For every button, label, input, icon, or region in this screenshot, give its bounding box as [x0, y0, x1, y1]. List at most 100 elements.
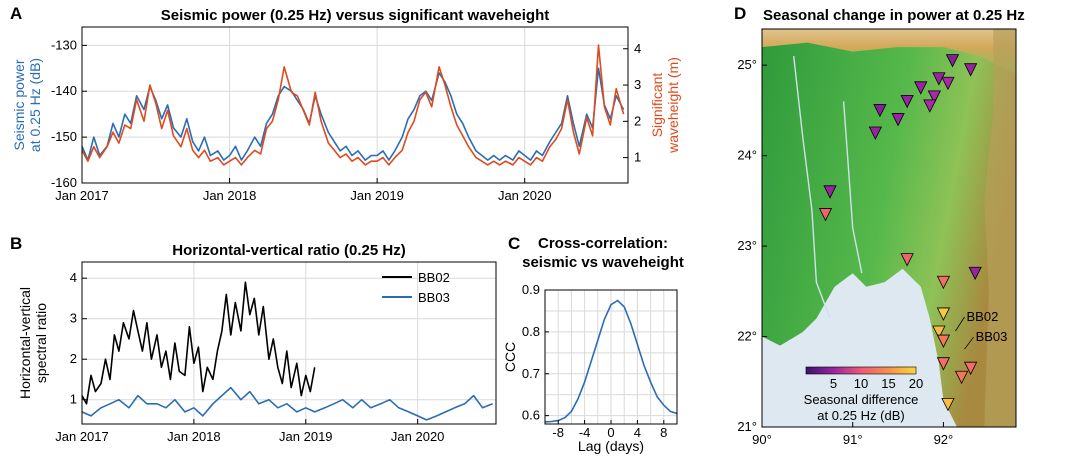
x-tick-label-0: -8: [552, 425, 564, 440]
station-marker-21: [954, 370, 969, 385]
station-marker-1: [963, 63, 978, 77]
station-label-leader-1: [964, 336, 974, 350]
x-tick-label-1: Jan 2018: [167, 429, 221, 444]
y-tick-label-3: 0.9: [522, 282, 540, 297]
y-tick-label-0: -160: [51, 175, 77, 190]
legend-label-bb03: BB03: [418, 290, 450, 305]
panel-b: Jan 2017 Jan 2018 Jan 2019 Jan 2020 1 2 3 4 Hori…: [17, 242, 497, 444]
x-tick-label-4: 8: [660, 425, 667, 440]
series-seismic-power: [81, 67, 625, 161]
y-axis-label-line-0: Seismic power: [11, 59, 27, 150]
station-marker-0: [945, 54, 960, 68]
y-tick-label-1: 2: [70, 351, 77, 366]
y-tick-label-0: 1: [70, 392, 77, 407]
x-tick-label-1: Jan 2018: [203, 188, 257, 203]
y-axis-label-line-1: spectral ratio: [33, 303, 49, 383]
panel-label-b: B: [10, 234, 22, 253]
y2-tick-label-0: 1: [634, 150, 641, 165]
y-tick-label-3: -130: [51, 37, 77, 52]
y-tick-label-2: -140: [51, 83, 77, 98]
y2-axis-label-line-1: waveheight (m): [665, 57, 681, 154]
x-tick-label-2: Jan 2019: [350, 188, 404, 203]
station-marker-16: [936, 307, 951, 321]
chart-title: Seismic power (0.25 Hz) versus significa…: [161, 7, 549, 24]
y-tick-label-3: 4: [70, 270, 77, 285]
colorbar-tick-2: 15: [881, 376, 895, 391]
series-ccc: [544, 299, 678, 423]
station-marker-19: [936, 357, 951, 371]
y-axis-label: CCC: [502, 342, 518, 372]
station-marker-18: [936, 334, 951, 348]
chart-title: Horizontal-vertical ratio (0.25 Hz): [172, 242, 405, 259]
y2-tick-label-2: 3: [634, 77, 641, 92]
x-tick-label-2: 0: [607, 425, 614, 440]
station-marker-2: [932, 72, 946, 86]
series-bb02: [81, 281, 316, 405]
x-tick-label-2: 92°: [934, 432, 954, 447]
eastern-hills: [984, 29, 1016, 427]
y2-axis-label: Significant waveheight (m): [649, 57, 681, 154]
station-marker-17: [932, 325, 946, 339]
station-marker-13: [900, 253, 914, 267]
y-tick-label-1: 22°: [737, 329, 757, 344]
chart-title-line-1: seismic vs waveheight: [522, 254, 684, 271]
panel-label-a: A: [10, 4, 22, 23]
chart-title: Seasonal change in power at 0.25 Hz: [763, 7, 1025, 24]
y-tick-label-1: -150: [51, 129, 77, 144]
x-tick-label-3: Jan 2020: [498, 188, 552, 203]
map-area: [762, 29, 1016, 427]
map-frame: [761, 28, 1017, 428]
northern-hills: [762, 29, 1016, 75]
colorbar: [805, 366, 917, 375]
series-significant-waveheight: [81, 44, 625, 166]
y-tick-label-3: 24°: [737, 148, 757, 163]
colorbar-tick-3: 20: [909, 376, 923, 391]
series-bb03: [81, 386, 493, 421]
y-tick-label-0: 21°: [737, 419, 757, 434]
x-tick-label-3: Jan 2020: [391, 429, 445, 444]
station-label-bb03: BB03: [976, 329, 1008, 344]
station-marker-8: [873, 104, 887, 118]
station-marker-11: [823, 185, 837, 199]
station-marker-7: [923, 99, 937, 113]
station-marker-14: [968, 266, 982, 281]
x-tick-label-2: Jan 2019: [279, 429, 333, 444]
panel-label-c: C: [508, 234, 520, 253]
y-axis-label: Seismic power at 0.25 Hz (dB): [11, 58, 43, 152]
panel-d: 90° 91° 92° 21° 22° 23° 24° 25° Seasonal change …: [737, 7, 1024, 447]
y2-tick-label-1: 2: [634, 113, 641, 128]
y-tick-label-0: 0.6: [522, 408, 540, 423]
plot-frame: [81, 261, 497, 425]
y-tick-label-2: 3: [70, 311, 77, 326]
station-marker-5: [927, 90, 942, 104]
x-tick-label-1: 91°: [843, 432, 863, 447]
y-tick-label-2: 23°: [737, 238, 757, 253]
plot-frame: [81, 26, 629, 184]
y-tick-label-1: 0.7: [522, 366, 540, 381]
station-marker-3: [941, 76, 955, 91]
colorbar-tick-1: 10: [854, 376, 868, 391]
station-marker-15: [936, 275, 951, 290]
x-axis-label: Lag (days): [578, 438, 644, 454]
colorbar-tick-0: 5: [830, 376, 837, 391]
land-mass: [762, 29, 1016, 427]
x-tick-label-0: Jan 2017: [55, 188, 109, 203]
station-marker-22: [941, 397, 955, 412]
y-axis-label: Horizontal-vertical spectral ratio: [17, 287, 49, 399]
chart-title-line-0: Cross-correlation:: [538, 235, 668, 252]
y-axis-label-line-1: at 0.25 Hz (dB): [27, 58, 43, 152]
y-axis-label-text: CCC: [502, 342, 518, 372]
station-marker-10: [868, 126, 883, 140]
river-1: [842, 101, 863, 274]
panel-label-d: D: [734, 4, 746, 23]
y-tick-label-4: 25°: [737, 57, 757, 72]
x-tick-label-1: -4: [579, 425, 591, 440]
x-tick-label-0: 90°: [752, 432, 772, 447]
station-label-leader-0: [955, 316, 965, 332]
x-tick-label-0: Jan 2017: [55, 429, 109, 444]
station-marker-6: [900, 94, 914, 109]
station-label-bb02: BB02: [967, 309, 999, 324]
colorbar-label-line-0: Seasonal difference: [804, 392, 919, 407]
station-marker-12: [818, 208, 833, 222]
